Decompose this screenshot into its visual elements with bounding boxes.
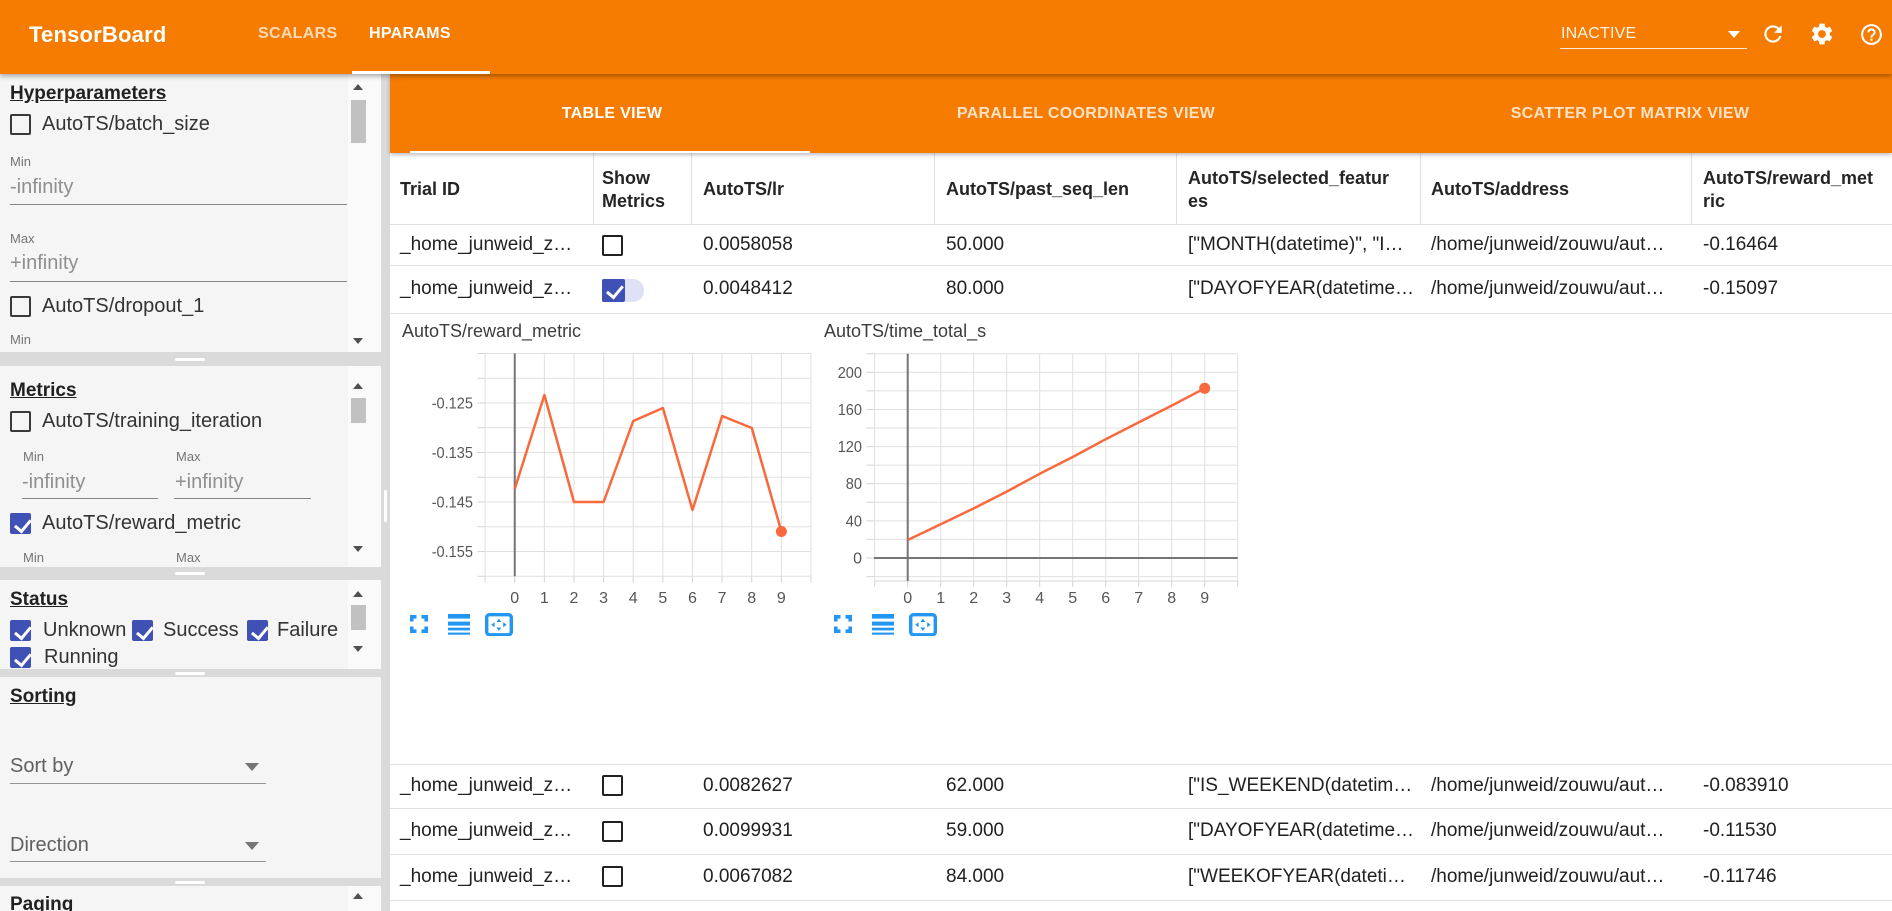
svg-text:7: 7 bbox=[1134, 590, 1143, 607]
svg-text:120: 120 bbox=[838, 439, 862, 456]
svg-text:6: 6 bbox=[688, 590, 697, 607]
svg-text:8: 8 bbox=[747, 590, 756, 607]
svg-text:8: 8 bbox=[1167, 590, 1176, 607]
svg-text:0: 0 bbox=[903, 590, 912, 607]
svg-text:4: 4 bbox=[629, 590, 638, 607]
svg-text:200: 200 bbox=[838, 365, 862, 382]
svg-text:2: 2 bbox=[969, 590, 978, 607]
svg-text:-0.155: -0.155 bbox=[432, 544, 473, 561]
svg-text:80: 80 bbox=[846, 476, 862, 493]
svg-text:40: 40 bbox=[846, 513, 862, 530]
svg-text:1: 1 bbox=[936, 590, 945, 607]
svg-text:5: 5 bbox=[1068, 590, 1077, 607]
svg-text:9: 9 bbox=[777, 590, 786, 607]
svg-text:3: 3 bbox=[599, 590, 608, 607]
svg-text:160: 160 bbox=[838, 402, 862, 419]
svg-text:7: 7 bbox=[718, 590, 727, 607]
svg-text:5: 5 bbox=[658, 590, 667, 607]
svg-text:2: 2 bbox=[570, 590, 579, 607]
svg-text:-0.135: -0.135 bbox=[432, 445, 473, 462]
svg-text:-0.145: -0.145 bbox=[432, 495, 473, 512]
svg-text:1: 1 bbox=[540, 590, 549, 607]
svg-text:9: 9 bbox=[1200, 590, 1209, 607]
svg-text:3: 3 bbox=[1002, 590, 1011, 607]
svg-text:-0.125: -0.125 bbox=[432, 396, 473, 413]
svg-text:0: 0 bbox=[510, 590, 519, 607]
svg-text:0: 0 bbox=[853, 551, 862, 568]
svg-text:4: 4 bbox=[1035, 590, 1044, 607]
svg-text:6: 6 bbox=[1101, 590, 1110, 607]
